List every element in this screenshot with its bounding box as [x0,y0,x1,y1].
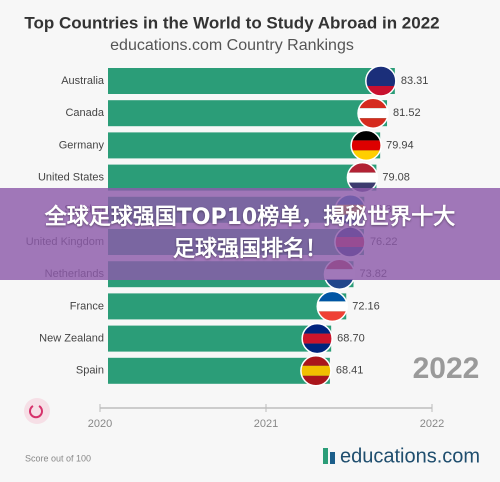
y-tick-label: Canada [65,107,104,119]
value-label: 83.31 [401,75,429,87]
y-tick-label: United States [38,172,105,184]
flag-outline [301,322,333,355]
flag-stripe [302,343,333,354]
bar [108,325,332,352]
flag-stripe [300,365,331,376]
brand: educations.com [340,445,480,467]
bar [108,357,330,384]
flag-stripe [351,130,382,141]
flag-stripe [317,311,348,322]
flag [358,98,389,129]
y-tick-label: Spain [76,365,104,377]
flag-stripe [351,140,382,151]
flag-stripe [347,182,378,193]
y-tick-label: Australia [61,75,105,87]
value-label: 68.41 [336,365,364,377]
flag-stripe [347,172,378,183]
flag-stripe [365,76,396,86]
brand-logo [323,448,328,464]
y-tick-label: Germany [59,139,105,151]
flag-stripe [324,279,355,290]
timeline-tick-label: 2022 [420,418,444,430]
bar [108,164,377,191]
bar [108,68,395,94]
flag-stripe [358,108,389,119]
flag-stripe [317,301,348,312]
flag [300,355,331,386]
flag [365,66,396,96]
value-label: 79.94 [386,139,414,151]
brand-logo [330,452,335,464]
flag-outline [365,65,397,97]
value-label: 81.52 [393,107,421,119]
y-tick-label: New Zealand [39,333,104,345]
flag-stripe [358,118,389,129]
value-label: 79.08 [382,172,410,184]
year-label: 2022 [413,352,480,385]
flag-stripe [365,66,396,76]
flag [302,323,333,354]
bar [108,100,388,127]
flag-outline [316,290,348,323]
value-label: 72.16 [352,300,380,312]
bar [108,293,347,320]
chart-title: Top Countries in the World to Study Abro… [24,13,439,32]
flag-stripe [302,323,333,334]
y-tick-label: France [70,300,104,312]
replay-icon [29,405,43,419]
overlay-banner: 全球足球强国TOP10榜单，揭秘世界十大足球强国排名！ [0,188,500,280]
flag [351,130,382,161]
flag-outline [357,97,389,129]
timeline-tick-label: 2020 [88,418,112,430]
replay-button[interactable] [24,398,50,424]
banner-text: 全球足球强国TOP10榜单，揭秘世界十大足球强国排名！ [44,205,456,262]
value-label: 68.70 [337,333,365,345]
flag [317,291,348,322]
flag-outline [350,129,382,162]
flag-stripe [302,333,333,344]
chart-subtitle: educations.com Country Rankings [110,37,354,54]
flag-stripe [358,98,389,109]
flag-stripe [365,86,396,96]
bar [108,132,381,159]
flag-stripe [317,291,348,302]
timeline-tick-label: 2021 [254,418,278,430]
flag-stripe [347,162,378,173]
flag-stripe [300,355,331,366]
flag [347,162,378,193]
flag-stripe [351,150,382,161]
flag-outline [300,355,332,387]
note: Score out of 100 [25,453,91,463]
flag-stripe [300,375,331,386]
